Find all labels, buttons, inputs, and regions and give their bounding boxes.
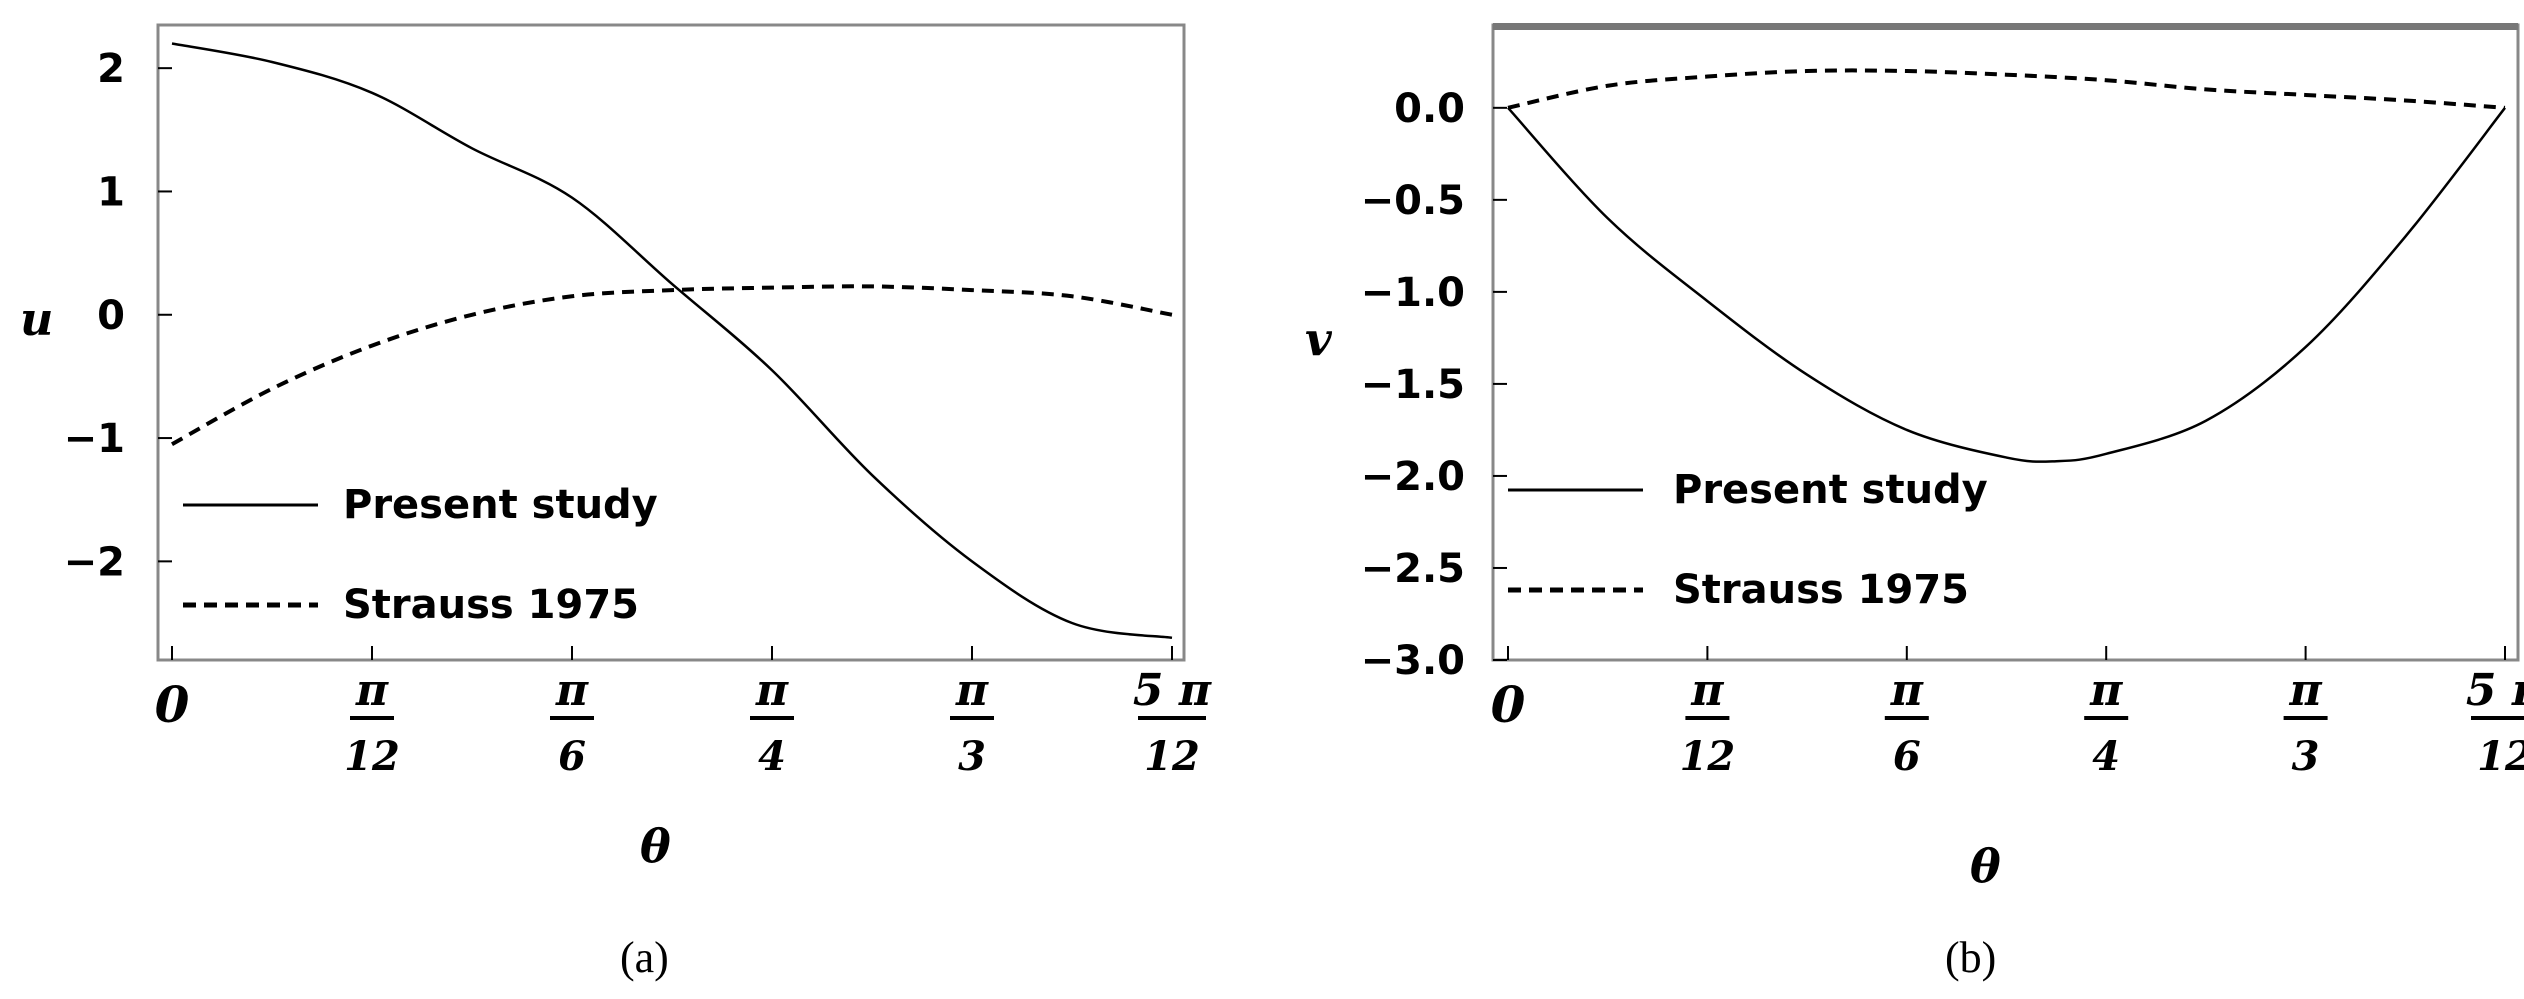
x-tick-numerator: π xyxy=(955,665,989,716)
y-ticks-a: 2 1 0 −1 −2 xyxy=(64,46,172,585)
y-ticks-b: 0.0 −0.5 −1.0 −1.5 −2.0 −2.5 −3.0 xyxy=(1361,86,1507,684)
series-line-strauss xyxy=(1507,68,2506,110)
series-line-present xyxy=(171,42,1173,640)
y-tick-label: −1.5 xyxy=(1361,362,1465,408)
legend-label-strauss-a: Strauss 1975 xyxy=(343,582,639,628)
x-tick-label: 0 xyxy=(155,675,190,734)
y-tick-label: 0.0 xyxy=(1394,86,1465,132)
x-tick-numerator: π xyxy=(355,665,389,716)
legend-label-present-b: Present study xyxy=(1673,467,1988,513)
y-tick-label: 2 xyxy=(97,46,125,92)
x-tick-label: 0 xyxy=(1491,675,1526,734)
x-tick-denominator: 3 xyxy=(958,733,986,780)
y-tick-label: −1.0 xyxy=(1361,270,1465,316)
x-tick-numerator: 5 π xyxy=(1133,665,1212,716)
x-tick-numerator: π xyxy=(2288,665,2322,716)
x-tick-denominator: 12 xyxy=(1680,733,1736,780)
series-line-strauss xyxy=(171,284,1173,446)
x-tick-numerator: π xyxy=(1890,665,1924,716)
panel-caption-b: (b) xyxy=(1945,933,1996,982)
y-tick-label: 1 xyxy=(97,169,125,215)
x-tick-numerator: π xyxy=(1690,665,1724,716)
y-tick-label: −3.0 xyxy=(1361,638,1465,684)
legend-label-strauss-b: Strauss 1975 xyxy=(1673,567,1969,613)
y-tick-label: −2.5 xyxy=(1361,546,1465,592)
plot-frame-b xyxy=(1491,23,2520,662)
legend-b: Present study Strauss 1975 xyxy=(1508,467,1988,613)
x-tick-denominator: 6 xyxy=(1893,733,1921,780)
legend-a: Present study Strauss 1975 xyxy=(183,482,658,628)
plot-frame-a xyxy=(156,23,1186,662)
x-axis-label-b: θ xyxy=(1970,839,2001,893)
x-ticks-a: 0 π 12 π 6 π 4 π 3 5 π 12 xyxy=(155,646,1212,780)
legend-label-present-a: Present study xyxy=(343,482,658,528)
x-tick-denominator: 4 xyxy=(758,733,786,780)
x-tick-denominator: 12 xyxy=(344,733,400,780)
y-tick-label: −2 xyxy=(64,539,125,585)
panel-b: 0.0 −0.5 −1.0 −1.5 −2.0 −2.5 −3.0 0 π 12 π 6 π 4 π 3 5 … xyxy=(1305,23,2524,982)
series-group-a xyxy=(171,42,1173,640)
x-tick-denominator: 4 xyxy=(2092,733,2120,780)
x-axis-label-a: θ xyxy=(640,819,671,873)
x-tick-numerator: π xyxy=(755,665,789,716)
x-tick-denominator: 6 xyxy=(558,733,586,780)
y-tick-label: −1 xyxy=(64,416,125,462)
x-tick-denominator: 3 xyxy=(2292,733,2320,780)
y-axis-label-b: v xyxy=(1305,312,1333,366)
series-group-b xyxy=(1507,68,2506,463)
series-line-present xyxy=(1507,106,2506,463)
panel-caption-a: (a) xyxy=(620,933,669,982)
plot-top-band-b xyxy=(1493,23,2518,30)
x-tick-denominator: 12 xyxy=(1144,733,1200,780)
y-tick-label: −0.5 xyxy=(1361,178,1465,224)
x-tick-numerator: π xyxy=(555,665,589,716)
x-tick-denominator: 12 xyxy=(2477,733,2524,780)
x-ticks-b: 0 π 12 π 6 π 4 π 3 5 π 12 xyxy=(1491,646,2524,780)
x-tick-numerator: 5 π xyxy=(2466,665,2524,716)
panel-a: 2 1 0 −1 −2 0 π 12 π 6 π 4 π 3 5 π 12 u θ Present stud… xyxy=(20,23,1212,982)
y-tick-label: −2.0 xyxy=(1361,454,1465,500)
x-tick-numerator: π xyxy=(2089,665,2123,716)
y-tick-label: 0 xyxy=(97,293,125,339)
y-axis-label-a: u xyxy=(20,292,53,346)
